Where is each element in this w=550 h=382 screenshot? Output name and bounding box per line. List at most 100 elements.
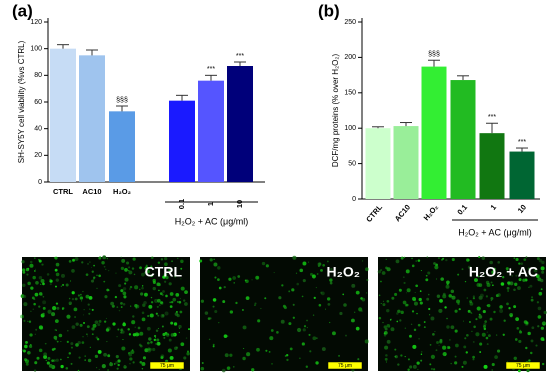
cell-speck bbox=[497, 261, 501, 264]
cell-speck bbox=[180, 278, 182, 280]
cell-speck bbox=[241, 309, 244, 311]
image-label: H₂O₂ + AC bbox=[469, 264, 538, 280]
cell-speck bbox=[79, 293, 82, 296]
cell-speck bbox=[81, 341, 85, 344]
cell-speck bbox=[486, 283, 491, 287]
cell-speck bbox=[45, 359, 47, 362]
cell-speck bbox=[543, 310, 547, 315]
cell-speck bbox=[302, 279, 306, 283]
cell-speck bbox=[452, 295, 454, 298]
cell-speck bbox=[137, 326, 141, 330]
cell-speck bbox=[68, 260, 72, 263]
cell-speck bbox=[442, 351, 447, 357]
cell-speck bbox=[128, 270, 133, 275]
cell-speck bbox=[269, 336, 274, 341]
error-bar bbox=[57, 44, 69, 49]
cell-speck bbox=[518, 339, 522, 344]
y-tick-label: 0 bbox=[38, 179, 42, 186]
cell-speck bbox=[26, 273, 29, 276]
cell-speck bbox=[60, 285, 62, 287]
cell-speck bbox=[383, 332, 386, 335]
cell-speck bbox=[315, 287, 317, 289]
cell-speck bbox=[108, 269, 110, 272]
bar bbox=[198, 80, 224, 182]
cell-speck bbox=[423, 321, 426, 323]
cell-speck bbox=[116, 367, 119, 370]
cell-speck bbox=[233, 366, 235, 368]
cell-speck bbox=[506, 270, 509, 273]
cell-speck bbox=[104, 295, 108, 299]
cell-speck bbox=[128, 270, 130, 272]
cell-speck bbox=[465, 351, 468, 354]
cell-speck bbox=[79, 323, 83, 327]
cell-speck bbox=[146, 269, 150, 274]
cell-speck bbox=[42, 306, 46, 310]
cell-speck bbox=[123, 365, 127, 368]
cell-speck bbox=[201, 362, 204, 365]
cell-speck bbox=[445, 284, 450, 289]
cell-speck bbox=[96, 287, 98, 290]
significance-label: *** bbox=[518, 139, 526, 146]
y-tick-label: 120 bbox=[30, 19, 42, 26]
cell-speck bbox=[164, 311, 169, 316]
error-bar bbox=[86, 49, 98, 56]
cell-speck bbox=[122, 287, 127, 291]
cell-speck bbox=[167, 348, 172, 353]
cell-speck bbox=[53, 335, 58, 340]
cell-speck bbox=[58, 333, 63, 338]
cell-speck bbox=[46, 273, 50, 276]
cell-speck bbox=[78, 356, 81, 359]
cell-speck bbox=[28, 344, 33, 348]
cell-speck bbox=[397, 363, 400, 366]
cell-speck bbox=[483, 272, 485, 274]
cell-speck bbox=[327, 302, 331, 306]
cell-speck bbox=[426, 297, 430, 301]
cell-speck bbox=[139, 266, 142, 270]
y-tick-label: 250 bbox=[344, 19, 356, 26]
cell-speck bbox=[513, 305, 517, 309]
cell-speck bbox=[502, 333, 505, 336]
cell-speck bbox=[185, 337, 188, 339]
scale-bar bbox=[505, 361, 541, 370]
cell-speck bbox=[54, 256, 58, 260]
cell-speck bbox=[49, 278, 52, 281]
cell-speck bbox=[70, 280, 72, 282]
cell-speck bbox=[141, 311, 145, 315]
error-bar bbox=[234, 61, 246, 66]
cell-speck bbox=[33, 369, 37, 372]
error-bar bbox=[176, 94, 188, 101]
y-tick-label: 100 bbox=[344, 125, 356, 132]
cell-speck bbox=[537, 315, 542, 319]
cell-speck bbox=[430, 367, 434, 371]
scale-bar-label: 75 μm bbox=[160, 363, 174, 369]
cell-speck bbox=[42, 312, 45, 316]
cell-speck bbox=[354, 311, 356, 313]
cell-speck bbox=[485, 295, 489, 298]
cell-speck bbox=[120, 266, 125, 271]
cell-speck bbox=[440, 277, 444, 281]
group-label: H₂O₂ + AC (μg/ml) bbox=[175, 216, 248, 226]
cell-speck bbox=[178, 331, 181, 334]
scale-bar-label: 75 μm bbox=[338, 363, 352, 369]
cell-speck bbox=[199, 259, 203, 263]
significance-label: *** bbox=[488, 114, 496, 121]
cell-speck bbox=[320, 291, 325, 296]
cell-speck bbox=[134, 326, 136, 328]
cell-speck bbox=[435, 349, 438, 352]
cell-speck bbox=[27, 320, 29, 322]
cell-speck bbox=[525, 256, 528, 258]
cell-speck bbox=[23, 319, 26, 322]
cell-speck bbox=[482, 309, 486, 314]
cell-speck bbox=[454, 361, 458, 365]
cell-speck bbox=[200, 366, 205, 371]
x-tick-label: AC10 bbox=[82, 187, 101, 196]
cell-speck bbox=[158, 289, 160, 292]
cell-speck bbox=[407, 358, 410, 361]
cell-speck bbox=[51, 359, 54, 362]
cell-speck bbox=[331, 331, 336, 336]
cell-speck bbox=[184, 302, 188, 306]
cell-speck bbox=[82, 290, 84, 293]
cell-speck bbox=[34, 257, 36, 259]
cell-speck bbox=[525, 321, 529, 325]
cell-speck bbox=[477, 275, 480, 278]
